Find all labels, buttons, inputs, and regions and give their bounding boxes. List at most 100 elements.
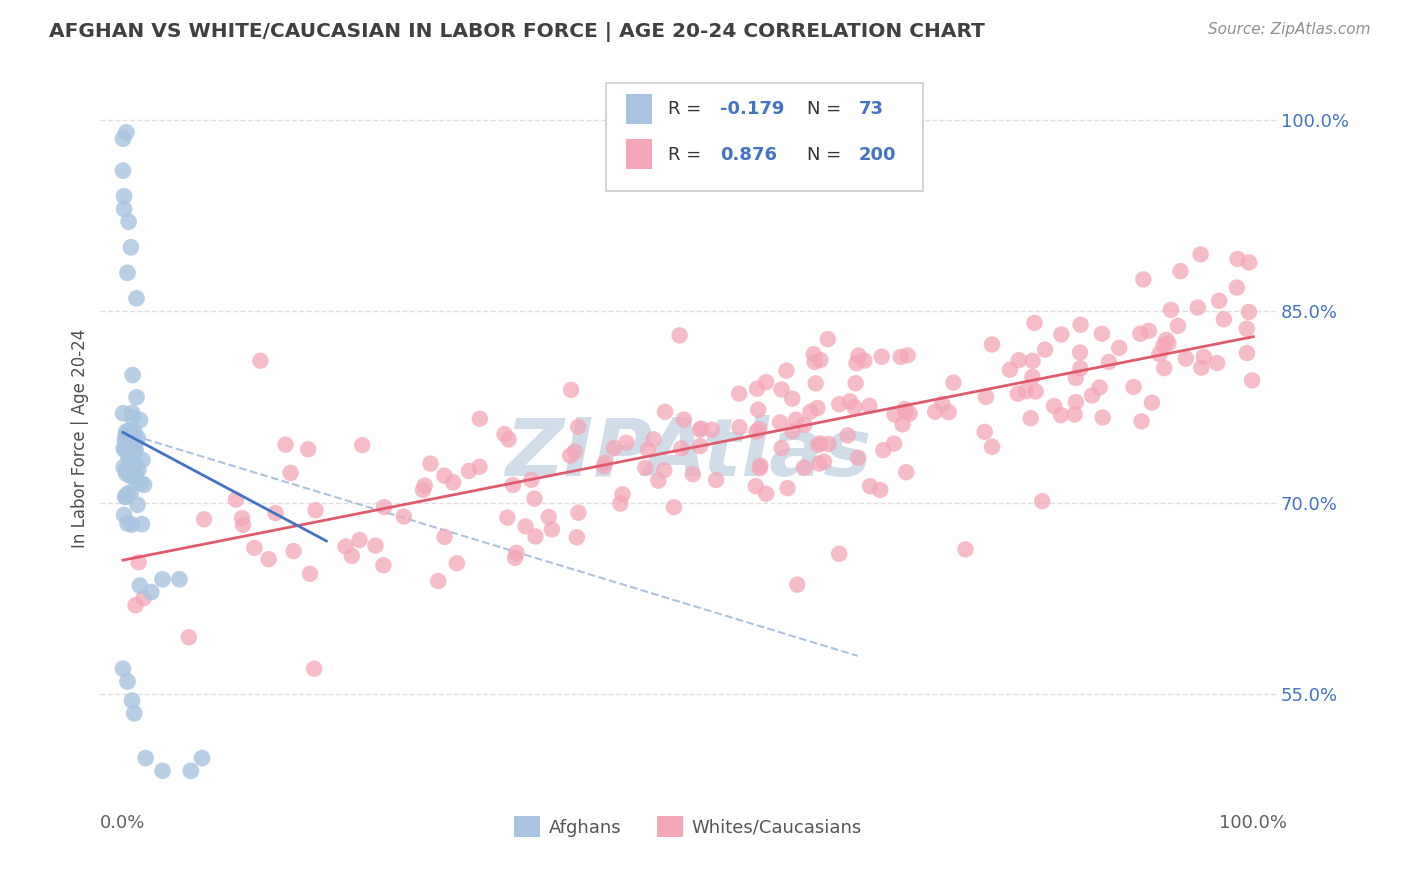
Point: [690, 422, 713, 436]
Point: [1174, 351, 1197, 366]
Point: [704, 473, 727, 487]
Point: [120, 454, 142, 468]
Point: [335, 540, 357, 554]
Point: [817, 437, 839, 451]
Point: [828, 547, 851, 561]
Point: [1157, 336, 1180, 351]
Bar: [626, 95, 652, 124]
Point: [231, 511, 253, 525]
Point: [1098, 355, 1121, 369]
Point: [433, 468, 456, 483]
Point: [468, 411, 491, 425]
Point: [264, 506, 287, 520]
Point: [700, 423, 723, 437]
Point: [121, 442, 143, 456]
Point: [1160, 302, 1182, 317]
Point: [593, 459, 616, 474]
Point: [503, 550, 526, 565]
Point: [352, 438, 374, 452]
Point: [1129, 326, 1152, 341]
Point: [817, 332, 839, 346]
Point: [745, 382, 768, 396]
Point: [682, 467, 704, 482]
Point: [122, 444, 145, 458]
Point: [955, 542, 977, 557]
Point: [114, 442, 136, 457]
Point: [117, 486, 139, 500]
Point: [124, 468, 146, 483]
Point: [1206, 356, 1229, 370]
Point: [1241, 373, 1264, 387]
Point: [654, 405, 676, 419]
Point: [121, 458, 143, 473]
Point: [894, 402, 917, 417]
Point: [152, 764, 174, 778]
Point: [297, 442, 319, 457]
Point: [373, 558, 395, 573]
Point: [780, 392, 803, 406]
Point: [1064, 371, 1087, 385]
Point: [672, 412, 695, 426]
Point: [127, 463, 149, 477]
Point: [121, 450, 143, 464]
Point: [890, 350, 912, 364]
Point: [1064, 395, 1087, 409]
Point: [446, 556, 468, 570]
Point: [257, 552, 280, 566]
Text: 0.876: 0.876: [720, 146, 778, 164]
Point: [1152, 339, 1174, 353]
Point: [1031, 494, 1053, 508]
Text: ZIPAtlas: ZIPAtlas: [505, 415, 872, 492]
Point: [567, 506, 589, 520]
Point: [131, 453, 153, 467]
Point: [177, 630, 200, 644]
Point: [803, 355, 825, 369]
Point: [776, 481, 799, 495]
Point: [302, 662, 325, 676]
Point: [118, 424, 141, 438]
Point: [122, 467, 145, 481]
Point: [1226, 252, 1249, 266]
Point: [603, 441, 626, 455]
Point: [689, 423, 711, 437]
Text: R =: R =: [668, 100, 707, 119]
Point: [1007, 386, 1029, 401]
Point: [1108, 341, 1130, 355]
Point: [883, 436, 905, 450]
Point: [745, 425, 768, 439]
Point: [643, 432, 665, 446]
Point: [728, 420, 751, 434]
Point: [111, 163, 134, 178]
Point: [728, 386, 751, 401]
Point: [129, 579, 152, 593]
Point: [845, 376, 868, 391]
Point: [117, 215, 139, 229]
Point: [127, 498, 149, 512]
Point: [112, 508, 135, 522]
Point: [844, 401, 866, 415]
Point: [120, 240, 142, 254]
Point: [114, 433, 136, 447]
Point: [1140, 395, 1163, 409]
Point: [1088, 380, 1111, 394]
Text: N =: N =: [807, 146, 846, 164]
Point: [120, 455, 142, 469]
Text: R =: R =: [668, 146, 707, 164]
Point: [249, 353, 271, 368]
Point: [520, 473, 543, 487]
Point: [803, 347, 825, 361]
Point: [122, 464, 145, 478]
Point: [942, 376, 965, 390]
Point: [121, 368, 143, 382]
Point: [593, 456, 616, 470]
Point: [121, 517, 143, 532]
Point: [846, 450, 869, 465]
Point: [412, 483, 434, 497]
Point: [1019, 411, 1042, 425]
Point: [1212, 312, 1234, 326]
Point: [1187, 301, 1209, 315]
Point: [1015, 384, 1038, 398]
Point: [1021, 353, 1043, 368]
Point: [373, 500, 395, 515]
Point: [114, 490, 136, 504]
